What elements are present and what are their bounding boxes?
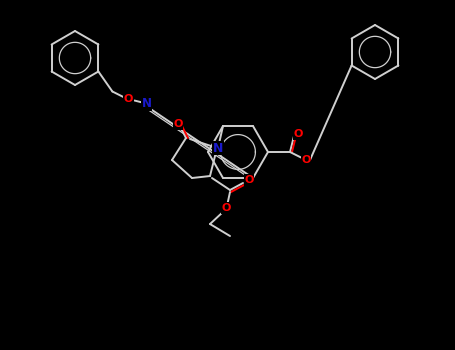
Text: O: O [173,119,183,129]
Text: O: O [124,94,133,105]
Text: N: N [142,97,152,110]
Text: O: O [293,129,303,139]
Text: O: O [301,155,311,165]
Text: O: O [244,175,254,185]
Text: N: N [213,141,223,154]
Text: O: O [221,203,231,213]
